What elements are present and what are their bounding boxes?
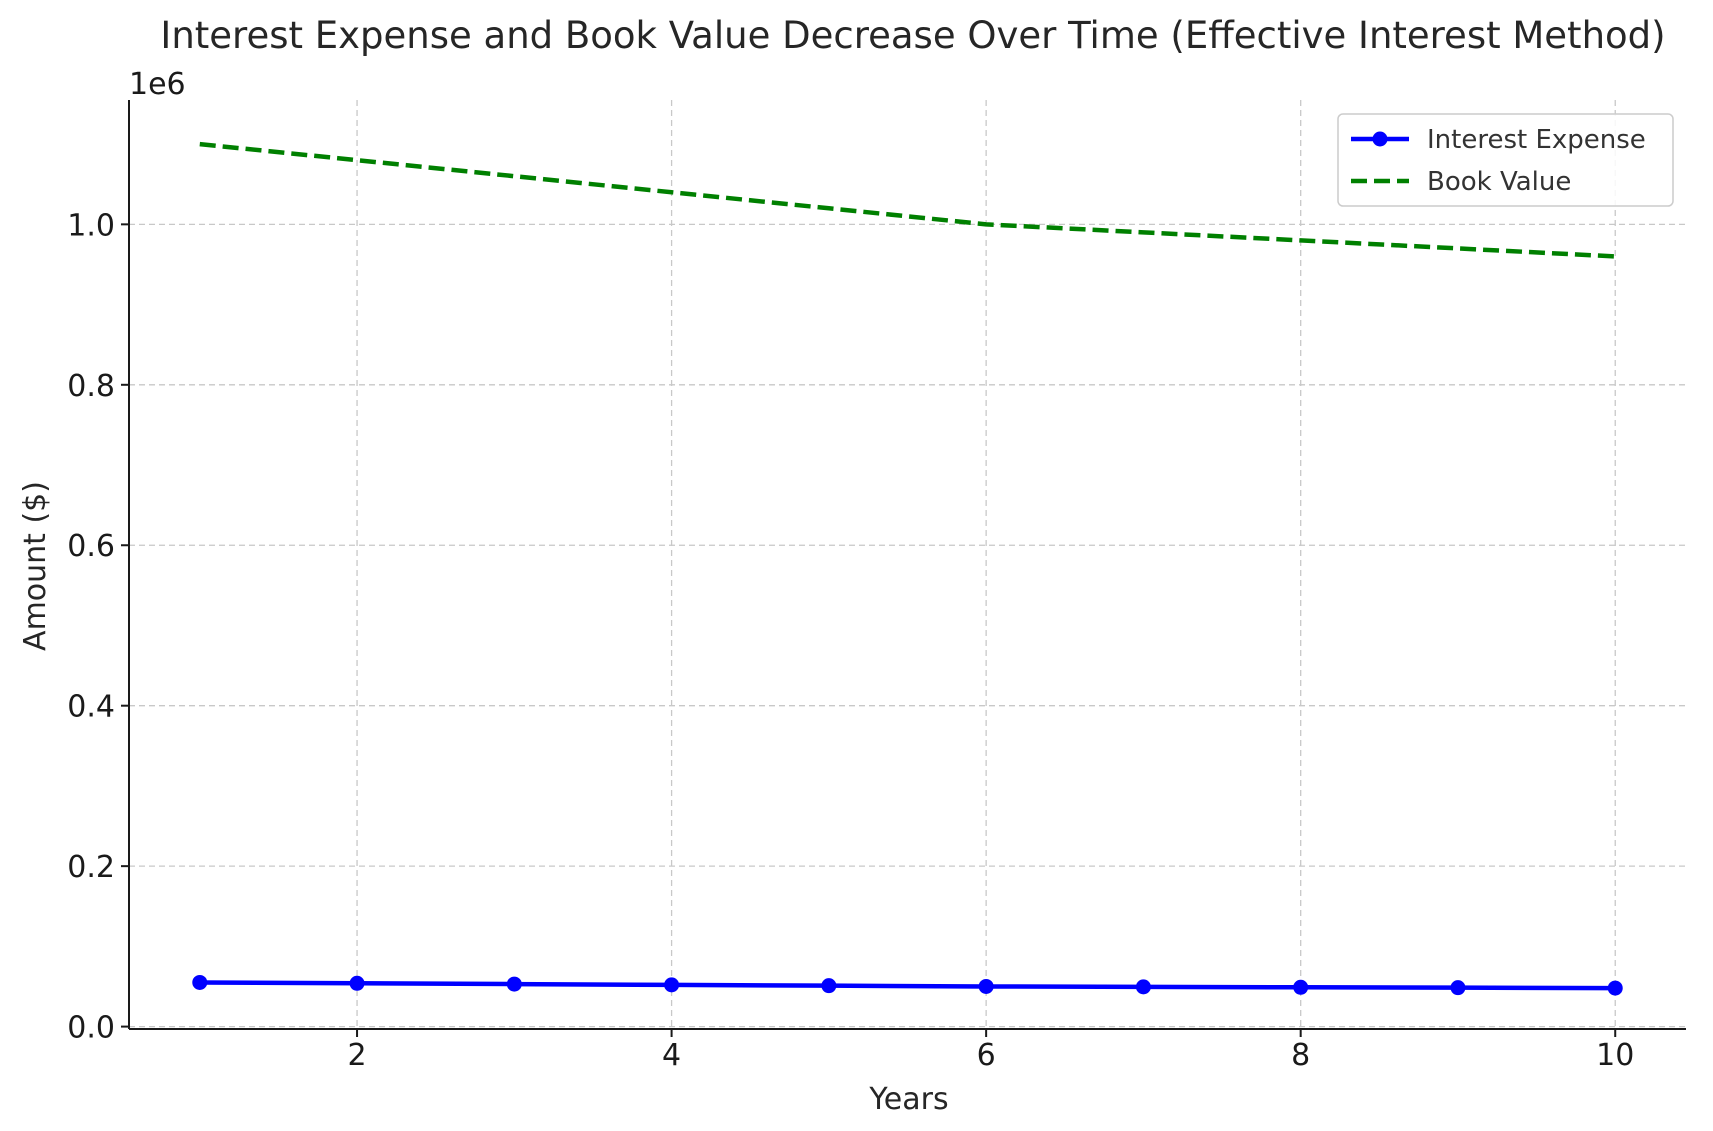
x-tick-label: 8 (1291, 1038, 1310, 1073)
legend-label-book-value: Book Value (1427, 167, 1571, 197)
interest-expense-point (978, 978, 994, 994)
x-tick-label: 6 (977, 1038, 996, 1073)
interest-expense-point (192, 974, 208, 990)
legend-label-interest-expense: Interest Expense (1427, 125, 1646, 155)
x-axis-label: Years (868, 1082, 948, 1117)
y-tick-label: 0.2 (67, 850, 115, 885)
chart-title: Interest Expense and Book Value Decrease… (160, 14, 1665, 57)
legend: Interest Expense Book Value (1337, 113, 1674, 207)
interest-expense-point (664, 977, 680, 993)
legend-marker-interest-expense (1372, 131, 1388, 147)
y-tick-label: 0.0 (67, 1011, 115, 1046)
y-tick-label: 0.4 (67, 690, 115, 725)
interest-expense-point (1135, 979, 1151, 995)
interest-expense-line (199, 980, 1616, 991)
x-tick-label: 10 (1596, 1038, 1634, 1073)
interest-expense-point (1607, 980, 1623, 996)
x-tick-label: 2 (347, 1038, 366, 1073)
y-tick-label: 0.6 (67, 529, 115, 564)
grid-lines (129, 100, 1686, 1029)
y-offset-label: 1e6 (129, 67, 186, 102)
y-tick-label: 0.8 (67, 369, 115, 404)
interest-expense-point (821, 978, 837, 994)
interest-expense-point (1450, 980, 1466, 996)
book-value-line (199, 141, 1616, 259)
y-axis-label: Amount ($) (18, 481, 53, 651)
legend-box (1337, 113, 1674, 207)
x-tick-label: 4 (662, 1038, 681, 1073)
interest-expense-point (506, 976, 522, 992)
y-tick-label: 1.0 (67, 208, 115, 243)
series-layer (192, 141, 1623, 996)
interest-expense-point (349, 975, 365, 991)
axes: 2 4 6 8 10 0.0 0.2 0.4 0.6 0.8 1.0 (67, 100, 1686, 1073)
interest-expense-point (1293, 979, 1309, 995)
